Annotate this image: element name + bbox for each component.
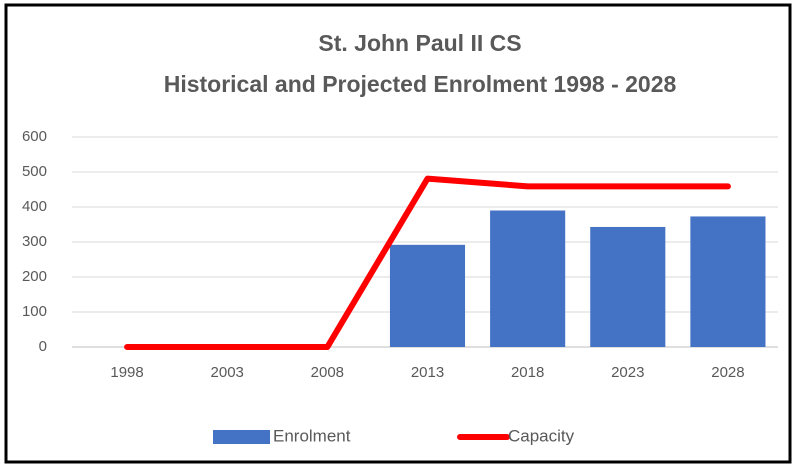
y-tick-label: 200 [22,268,47,285]
y-tick-label: 100 [22,303,47,320]
bar [490,210,566,347]
x-tick-label: 2018 [511,364,544,381]
x-tick-label: 2013 [411,364,444,381]
x-tick-label: 2023 [611,364,644,381]
bar [690,216,766,347]
line [124,175,731,350]
legend-label: Enrolment [273,426,351,445]
chart-title: St. John Paul II CS [318,30,521,56]
legend-label: Capacity [508,426,575,445]
y-tick-label: 300 [22,233,47,250]
legend-swatch [213,430,270,444]
y-tick-label: 500 [22,163,47,180]
y-tick-label: 400 [22,198,47,215]
x-tick-label: 1998 [110,364,143,381]
x-tick-label: 2003 [211,364,244,381]
y-tick-label: 600 [22,128,47,145]
x-tick-label: 2028 [711,364,744,381]
bar [590,226,666,347]
x-tick-label: 2008 [311,364,344,381]
bar [389,244,466,347]
y-tick-label: 0 [39,338,47,355]
chart-subtitle: Historical and Projected Enrolment 1998 … [164,71,677,97]
